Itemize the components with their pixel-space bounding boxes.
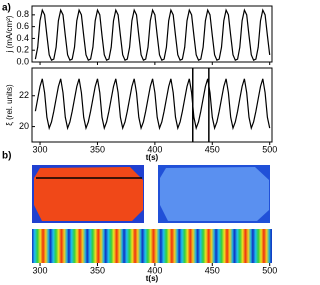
- data-line: [34, 8, 271, 62]
- x-tick-label: 350: [90, 265, 105, 275]
- x-tick-label: 300: [33, 265, 48, 275]
- x-tick-label: 500: [262, 144, 277, 154]
- x-tick-label: 350: [90, 144, 105, 154]
- image-red: [34, 167, 143, 221]
- spatiotemporal-strip: [32, 229, 272, 263]
- y-tick-label: 0.4: [16, 33, 29, 43]
- image-blue: [160, 167, 269, 221]
- plot-frame: [31, 67, 273, 143]
- x-tick-label: 400: [147, 144, 162, 154]
- y-tick-label: 0.2: [16, 45, 29, 55]
- y-tick-label: 0.8: [16, 9, 29, 19]
- y-axis-label: j (mA/cm²): [5, 15, 14, 53]
- x-tick-label: 300: [33, 144, 48, 154]
- y-tick-label: 22: [19, 90, 29, 100]
- x-tick-label: 400: [147, 265, 162, 275]
- x-tick-label: 450: [205, 144, 220, 154]
- data-line: [34, 78, 271, 131]
- x-axis-label: t(s): [146, 153, 159, 162]
- panel-label: a): [2, 3, 11, 14]
- y-tick-label: 0.0: [16, 56, 29, 66]
- y-axis-label: ξ (rel. units): [5, 84, 14, 126]
- y-tick-label: 0.6: [16, 21, 29, 31]
- plot-frame: [31, 5, 273, 63]
- x-tick-label: 500: [262, 265, 277, 275]
- x-axis-label: t(s): [146, 274, 159, 283]
- x-tick-label: 450: [205, 265, 220, 275]
- figure: a) b) 0.00.2 0.4 0.6 0.8j (mA/cm²) 20 22 ξ (re…: [2, 3, 277, 283]
- panel-label: b): [2, 151, 11, 162]
- y-tick-label: 20: [19, 121, 29, 131]
